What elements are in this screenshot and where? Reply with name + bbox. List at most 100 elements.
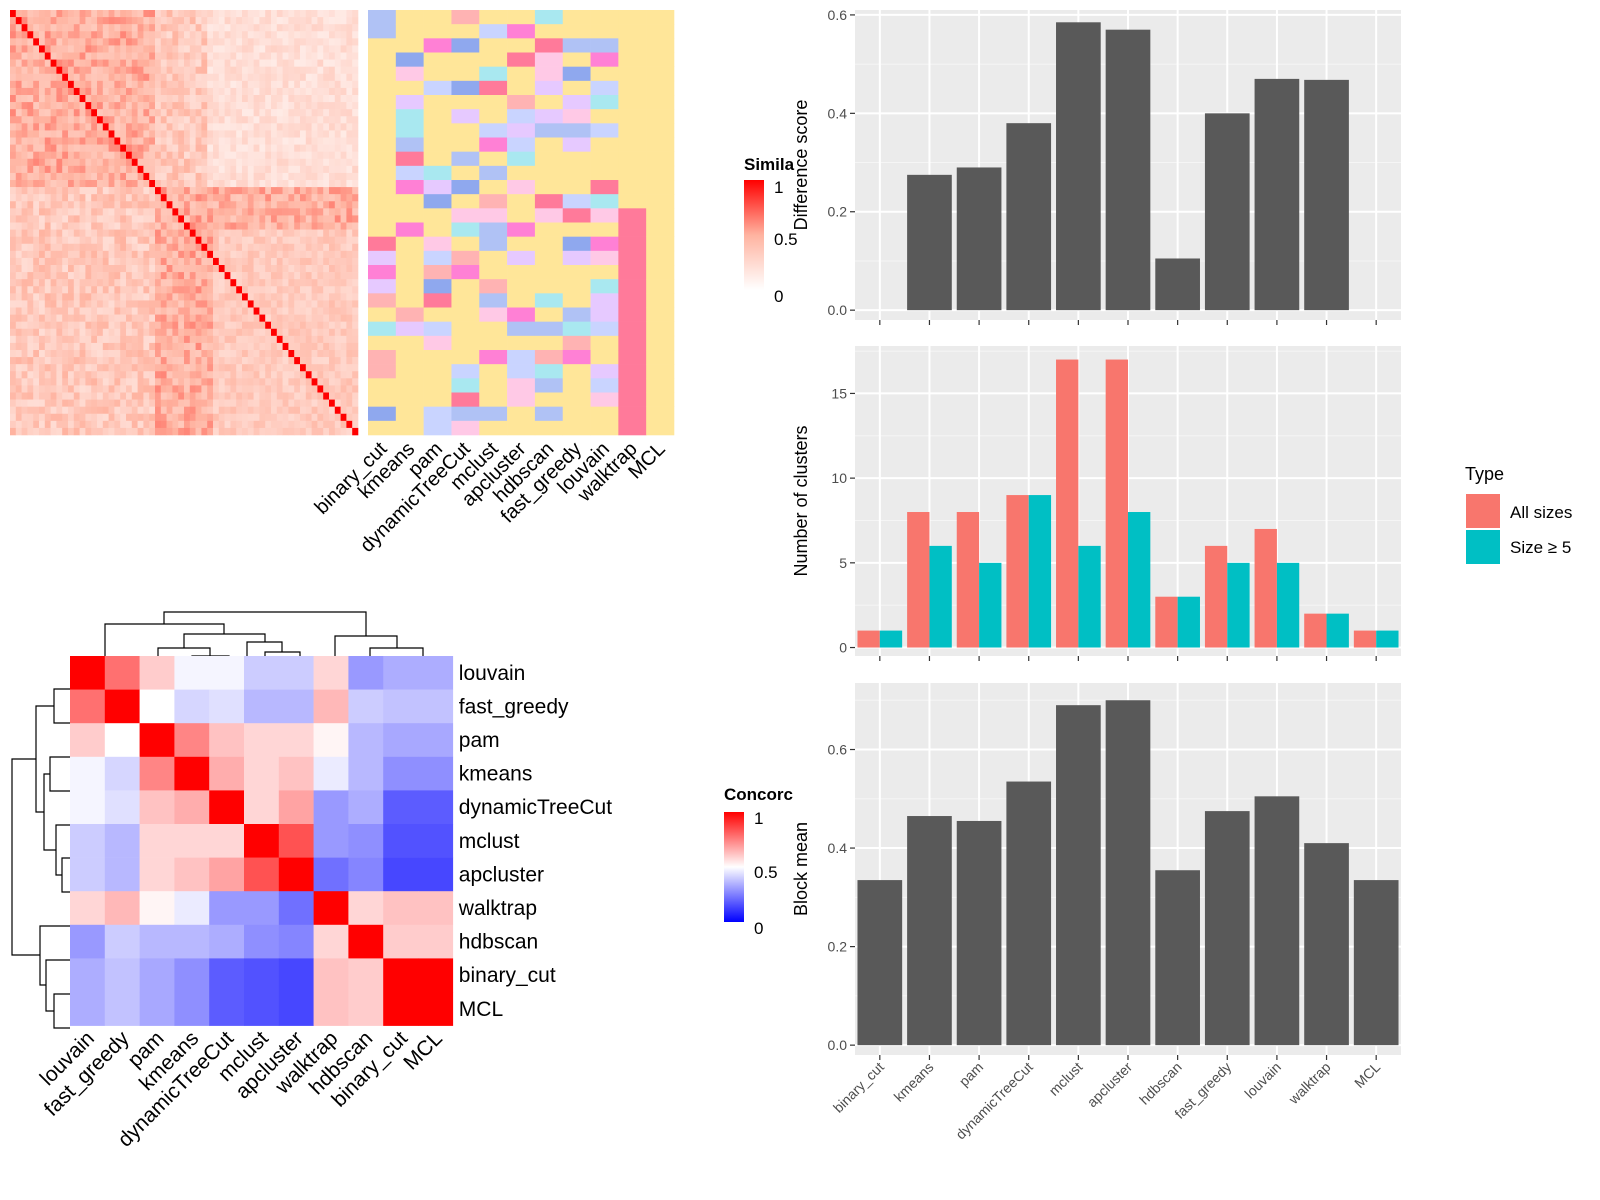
similarity-cell <box>108 116 115 124</box>
assignment-cell <box>479 208 508 223</box>
similarity-cell <box>73 335 80 344</box>
similarity-cell <box>39 24 46 32</box>
similarity-cell <box>352 286 359 294</box>
similarity-cell <box>207 265 214 273</box>
similarity-cell <box>39 109 46 117</box>
similarity-cell <box>276 17 283 25</box>
similarity-cell <box>323 243 330 252</box>
similarity-cell <box>247 31 254 39</box>
similarity-cell <box>346 187 353 195</box>
similarity-cell <box>33 257 40 266</box>
similarity-cell <box>247 293 254 301</box>
similarity-cell <box>15 265 22 273</box>
similarity-cell <box>62 243 69 252</box>
similarity-cell <box>39 95 46 103</box>
similarity-cell <box>149 52 156 60</box>
similarity-cell <box>236 80 243 89</box>
similarity-cell <box>305 80 312 89</box>
similarity-cell <box>329 102 336 110</box>
similarity-cell <box>137 194 144 202</box>
similarity-cell <box>236 123 243 131</box>
row-label: pam <box>459 729 500 752</box>
assignment-cell <box>395 109 424 124</box>
row-label: hdbscan <box>459 931 538 954</box>
similarity-cell <box>294 80 301 89</box>
concordance-cell <box>104 756 140 791</box>
assignment-cell <box>646 279 675 294</box>
assignment-cell <box>562 420 591 436</box>
assignment-cell <box>395 194 424 209</box>
similarity-cell <box>79 187 86 195</box>
concordance-cell <box>313 891 349 926</box>
similarity-cell <box>207 364 214 372</box>
similarity-cell <box>160 52 167 60</box>
row-label: apcluster <box>459 863 544 886</box>
similarity-cell <box>10 321 17 330</box>
similarity-cell <box>288 385 295 393</box>
similarity-cell <box>27 180 34 188</box>
similarity-cell <box>265 328 272 337</box>
assignment-cell <box>423 95 452 110</box>
similarity-cell <box>85 257 92 266</box>
similarity-cell <box>137 399 144 407</box>
similarity-cell <box>334 165 341 174</box>
similarity-cell <box>120 31 127 39</box>
similarity-cell <box>97 413 104 422</box>
similarity-cell <box>39 229 46 237</box>
similarity-cell <box>352 194 359 202</box>
assignment-cell <box>451 406 480 422</box>
similarity-cell <box>160 265 167 273</box>
similarity-cell <box>33 66 40 75</box>
similarity-cell <box>21 342 28 351</box>
similarity-cell <box>10 66 17 75</box>
similarity-cell <box>282 151 289 160</box>
x-tick-label: mclust <box>1046 1059 1086 1099</box>
concordance-cell <box>313 689 349 724</box>
similarity-cell <box>317 158 324 167</box>
similarity-cell <box>195 165 202 174</box>
concordance-cell <box>209 891 245 926</box>
similarity-cell <box>85 272 92 280</box>
similarity-cell <box>189 272 196 280</box>
similarity-cell <box>317 73 324 82</box>
similarity-cell <box>137 144 144 152</box>
x-tick-label: louvain <box>1241 1059 1284 1102</box>
similarity-cell <box>39 180 46 188</box>
similarity-cell <box>166 59 173 67</box>
similarity-cell <box>276 45 283 53</box>
similarity-cell <box>97 144 104 152</box>
similarity-cell <box>15 144 22 152</box>
similarity-cell <box>91 406 98 415</box>
similarity-cell <box>126 392 133 400</box>
similarity-cell <box>346 229 353 237</box>
similarity-cell <box>79 95 86 103</box>
similarity-cell <box>108 201 115 209</box>
similarity-cell <box>166 144 173 152</box>
similarity-cell <box>184 328 191 337</box>
similarity-cell <box>155 144 162 152</box>
similarity-cell <box>184 314 191 322</box>
similarity-cell <box>120 45 127 53</box>
similarity-cell <box>21 406 28 415</box>
assignment-cell <box>507 307 536 322</box>
similarity-cell <box>334 286 341 294</box>
assignment-cell <box>451 151 480 167</box>
similarity-cell <box>73 17 80 25</box>
similarity-cell <box>300 95 307 103</box>
similarity-cell <box>21 257 28 266</box>
similarity-cell <box>10 279 17 287</box>
similarity-cell <box>160 286 167 294</box>
similarity-cell <box>207 293 214 301</box>
concordance-cell <box>278 824 314 858</box>
similarity-cell <box>91 38 98 46</box>
assignment-cell <box>534 109 564 124</box>
similarity-cell <box>131 364 138 372</box>
similarity-cell <box>236 137 243 145</box>
similarity-cell <box>91 66 98 75</box>
similarity-cell <box>253 109 260 117</box>
similarity-cell <box>50 406 57 415</box>
similarity-cell <box>143 364 150 372</box>
similarity-cell <box>50 180 57 188</box>
similarity-cell <box>329 300 336 308</box>
assignment-cell <box>507 24 536 39</box>
